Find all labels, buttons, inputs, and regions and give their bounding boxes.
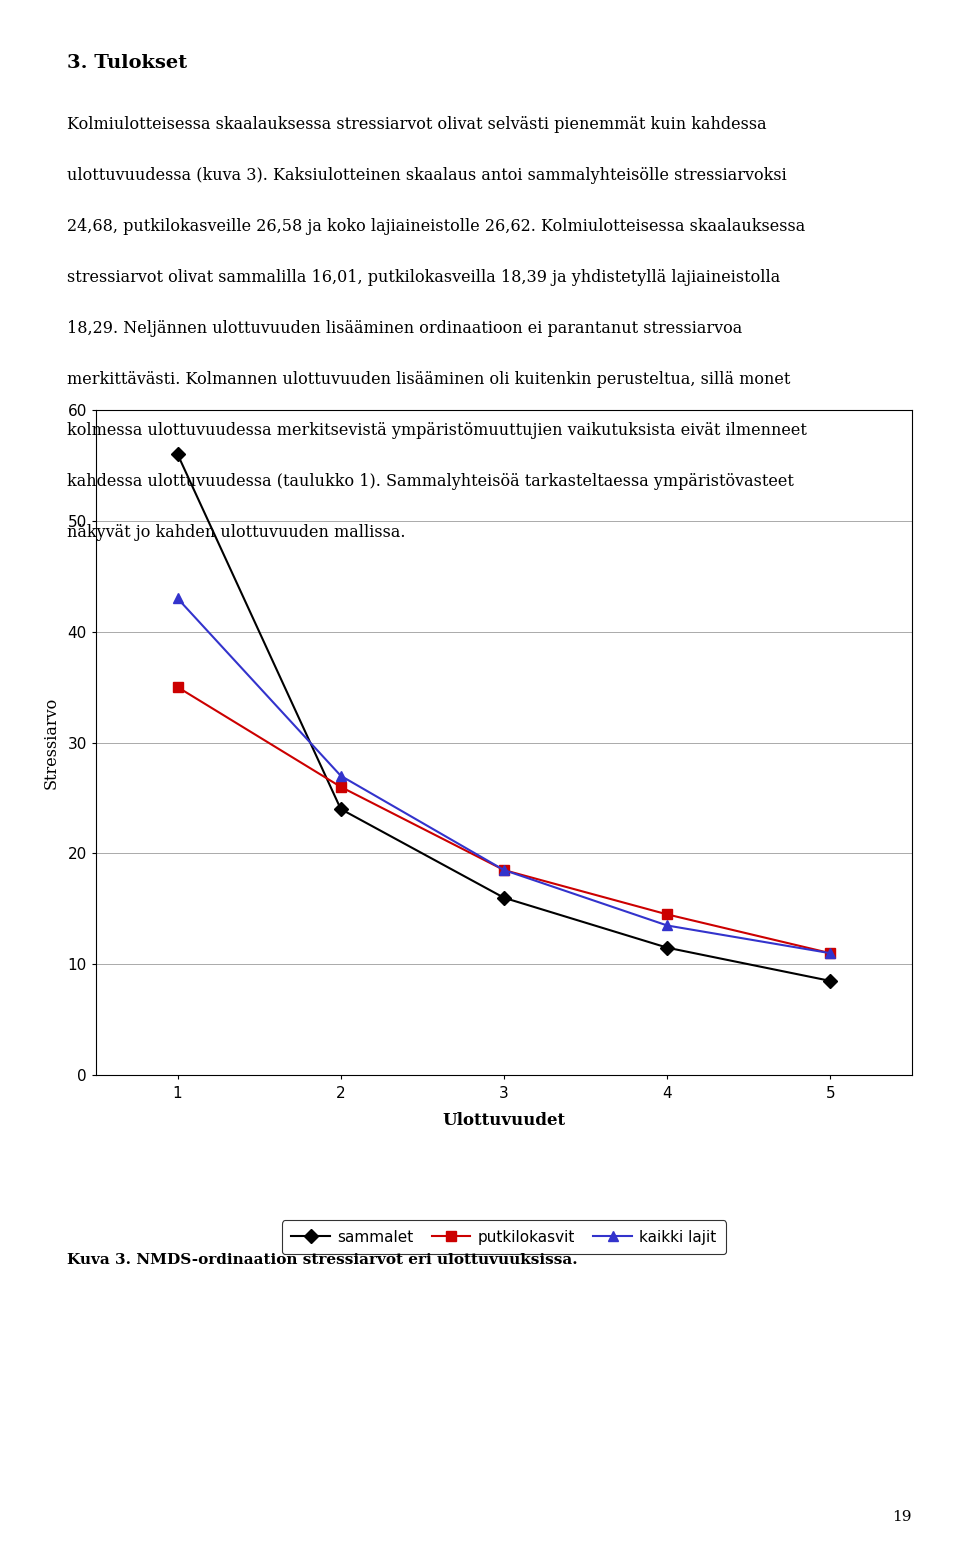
Text: 3. Tulokset: 3. Tulokset — [67, 54, 187, 73]
Text: ulottuvuudessa (kuva 3). Kaksiulotteinen skaalaus antoi sammalyhteisölle stressi: ulottuvuudessa (kuva 3). Kaksiulotteinen… — [67, 167, 787, 184]
Text: 19: 19 — [893, 1510, 912, 1524]
Text: kahdessa ulottuvuudessa (taulukko 1). Sammalyhteisöä tarkasteltaessa ympäristöva: kahdessa ulottuvuudessa (taulukko 1). Sa… — [67, 473, 794, 490]
Text: kolmessa ulottuvuudessa merkitsevistä ympäristömuuttujien vaikutuksista eivät il: kolmessa ulottuvuudessa merkitsevistä ym… — [67, 422, 807, 439]
X-axis label: Ulottuvuudet: Ulottuvuudet — [443, 1112, 565, 1129]
Text: stressiarvot olivat sammalilla 16,01, putkilokasveilla 18,39 ja yhdistetyllä laj: stressiarvot olivat sammalilla 16,01, pu… — [67, 269, 780, 286]
Text: 24,68, putkilokasveille 26,58 ja koko lajiaineistolle 26,62. Kolmiulotteisessa s: 24,68, putkilokasveille 26,58 ja koko la… — [67, 218, 805, 235]
Text: näkyvät jo kahden ulottuvuuden mallissa.: näkyvät jo kahden ulottuvuuden mallissa. — [67, 524, 406, 541]
Y-axis label: Stressiarvo: Stressiarvo — [42, 696, 60, 789]
Legend: sammalet, putkilokasvit, kaikki lajit: sammalet, putkilokasvit, kaikki lajit — [282, 1221, 726, 1253]
Text: 18,29. Neljännen ulottuvuuden lisääminen ordinaatioon ei parantanut stressiarvoa: 18,29. Neljännen ulottuvuuden lisääminen… — [67, 320, 742, 337]
Text: Kuva 3. NMDS-ordinaation stressiarvot eri ulottuvuuksissa.: Kuva 3. NMDS-ordinaation stressiarvot er… — [67, 1253, 578, 1267]
Text: Kolmiulotteisessa skaalauksessa stressiarvot olivat selvästi pienemmät kuin kahd: Kolmiulotteisessa skaalauksessa stressia… — [67, 116, 767, 133]
Text: merkittävästi. Kolmannen ulottuvuuden lisääminen oli kuitenkin perusteltua, sill: merkittävästi. Kolmannen ulottuvuuden li… — [67, 371, 791, 388]
